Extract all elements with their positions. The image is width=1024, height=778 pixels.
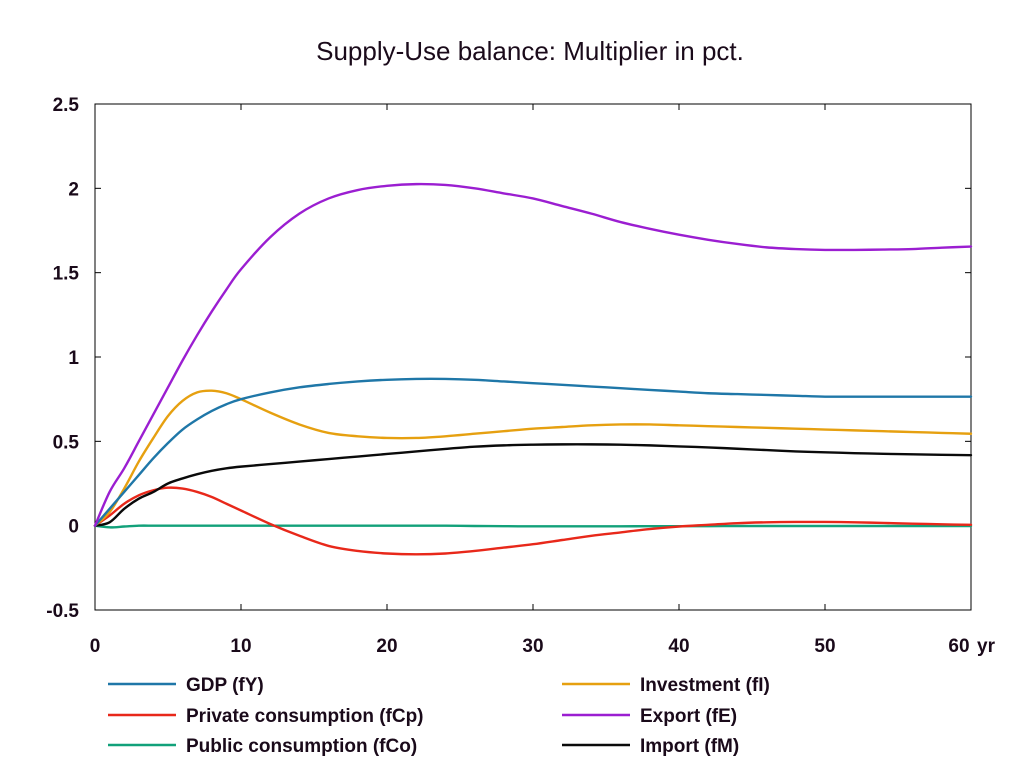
y-tick-label: 1 bbox=[68, 348, 79, 369]
x-axis: 0 10 20 30 40 50 60 yr bbox=[90, 104, 996, 657]
y-tick-label: 0.5 bbox=[53, 432, 80, 453]
legend-label: Private consumption (fCp) bbox=[186, 706, 424, 727]
x-tick-label: 60 bbox=[948, 636, 969, 657]
x-unit-label: yr bbox=[977, 636, 996, 657]
series-line-public-consumption-fco bbox=[93, 524, 973, 529]
plot-frame bbox=[94, 103, 972, 611]
y-tick-label: 1.5 bbox=[53, 264, 80, 285]
legend-label: Import (fM) bbox=[640, 736, 739, 757]
series-lines bbox=[93, 182, 973, 556]
y-tick-label: 2 bbox=[68, 179, 79, 200]
x-tick-label: 50 bbox=[814, 636, 835, 657]
series-line-private-consumption-fcp bbox=[93, 486, 973, 556]
x-tick-label: 40 bbox=[668, 636, 689, 657]
chart-title: Supply-Use balance: Multiplier in pct. bbox=[316, 36, 744, 66]
series-line-investment-fi bbox=[93, 389, 973, 527]
legend-label: Public consumption (fCo) bbox=[186, 736, 417, 757]
series-line-export-fe bbox=[93, 182, 973, 527]
y-axis: -0.5 0 0.5 1 1.5 2 2.5 bbox=[46, 95, 971, 622]
series-line-import-fm bbox=[93, 443, 973, 527]
y-tick-label: 2.5 bbox=[53, 95, 80, 116]
x-tick-label: 30 bbox=[522, 636, 543, 657]
x-tick-label: 0 bbox=[90, 636, 101, 657]
x-tick-label: 20 bbox=[376, 636, 397, 657]
x-tick-label: 10 bbox=[230, 636, 251, 657]
legend-label: GDP (fY) bbox=[186, 675, 264, 696]
series-line-gdp-fy bbox=[93, 377, 973, 527]
plot-border bbox=[94, 103, 972, 611]
y-tick-label: -0.5 bbox=[46, 601, 79, 622]
legend-label: Investment (fI) bbox=[640, 675, 770, 696]
y-tick-label: 0 bbox=[68, 517, 79, 538]
legend-label: Export (fE) bbox=[640, 706, 737, 727]
legend: GDP (fY) Private consumption (fCp) Public … bbox=[108, 675, 770, 757]
